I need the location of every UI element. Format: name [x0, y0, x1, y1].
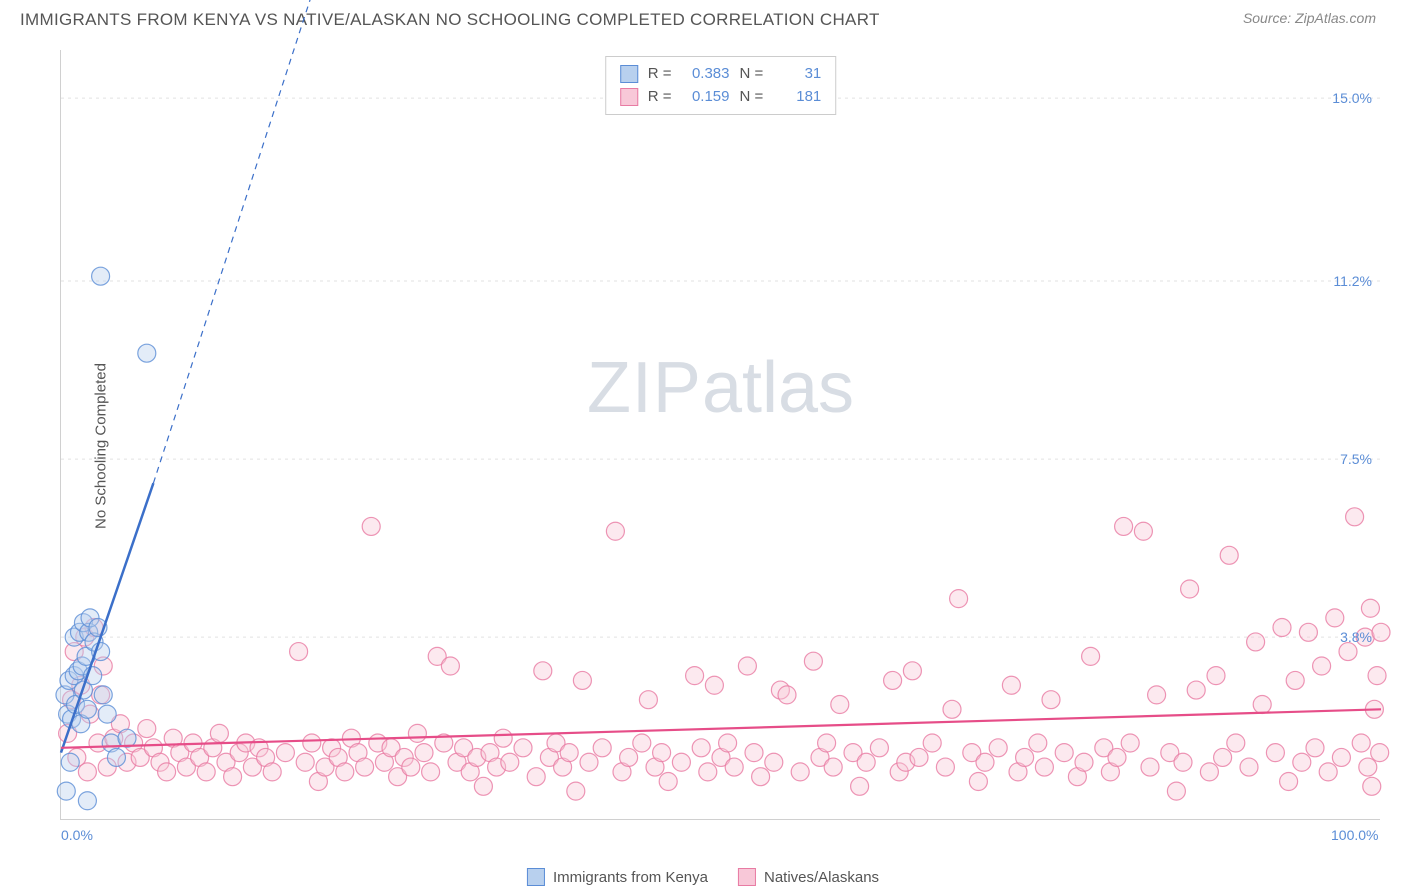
legend-item-kenya: Immigrants from Kenya	[527, 868, 708, 886]
chart-plot-area: ZIPatlas 3.8%7.5%11.2%15.0% 0.0%100.0% R…	[60, 50, 1380, 820]
swatch-kenya	[620, 65, 638, 83]
legend-row-kenya: R = 0.383 N = 31	[620, 63, 822, 86]
chart-title: IMMIGRANTS FROM KENYA VS NATIVE/ALASKAN …	[20, 10, 880, 30]
y-tick-label: 15.0%	[1332, 90, 1372, 106]
n-value-kenya: 31	[773, 63, 821, 86]
x-tick-label: 100.0%	[1331, 827, 1378, 843]
y-tick-label: 11.2%	[1333, 273, 1372, 289]
swatch-natives-icon	[738, 868, 756, 886]
n-value-natives: 181	[773, 86, 821, 109]
y-tick-label: 3.8%	[1340, 629, 1372, 645]
series-legend: Immigrants from Kenya Natives/Alaskans	[527, 868, 879, 886]
legend-row-natives: R = 0.159 N = 181	[620, 86, 822, 109]
legend-label-natives: Natives/Alaskans	[764, 869, 879, 886]
swatch-natives	[620, 88, 638, 106]
x-tick-label: 0.0%	[61, 827, 93, 843]
legend-label-kenya: Immigrants from Kenya	[553, 869, 708, 886]
legend-item-natives: Natives/Alaskans	[738, 868, 879, 886]
header-row: IMMIGRANTS FROM KENYA VS NATIVE/ALASKAN …	[0, 0, 1406, 30]
source-attribution: Source: ZipAtlas.com	[1243, 10, 1376, 26]
scatter-svg	[61, 50, 1380, 819]
r-value-natives: 0.159	[682, 86, 730, 109]
correlation-legend: R = 0.383 N = 31 R = 0.159 N = 181	[605, 56, 837, 115]
swatch-kenya-icon	[527, 868, 545, 886]
y-tick-label: 7.5%	[1340, 451, 1372, 467]
r-value-kenya: 0.383	[682, 63, 730, 86]
